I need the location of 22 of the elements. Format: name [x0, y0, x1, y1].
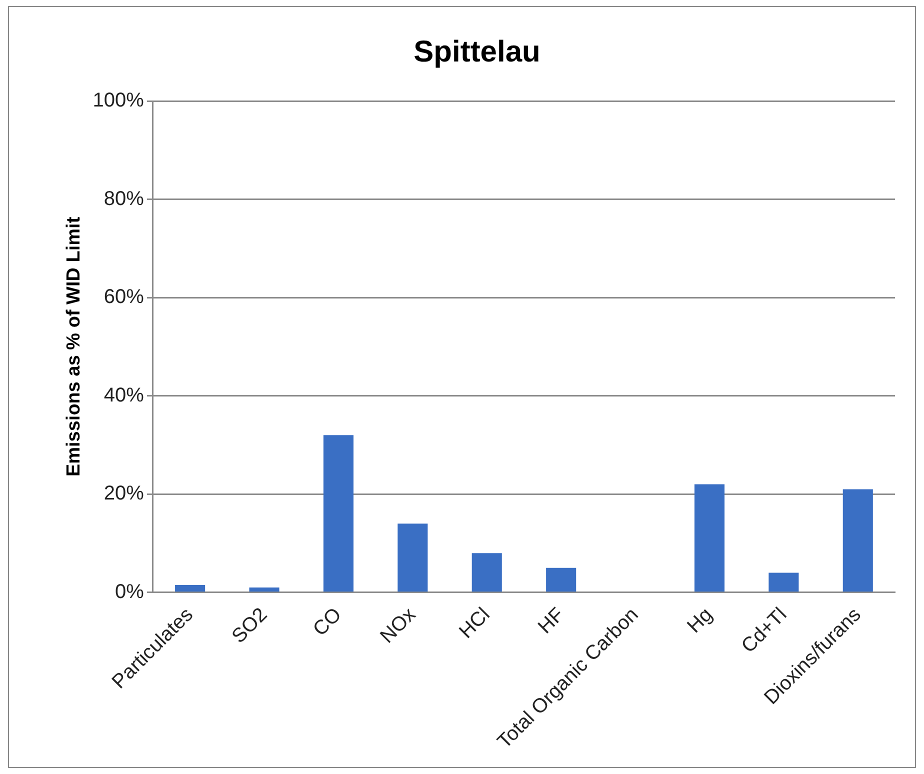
bar — [249, 587, 280, 592]
bar — [323, 435, 354, 592]
y-axis-title: Emissions as % of WID Limit — [64, 216, 85, 477]
x-tick-label: Hg — [683, 604, 717, 638]
x-tick-label: HF — [534, 604, 569, 638]
bar — [546, 568, 576, 592]
y-tick-label: 40% — [104, 384, 144, 406]
bar — [768, 572, 799, 592]
y-tick-label: 0% — [115, 580, 144, 603]
chart-title: Spittelau — [414, 35, 540, 68]
bar — [472, 553, 502, 592]
bar — [842, 489, 873, 592]
bar — [398, 524, 428, 592]
x-tick-label: SO2 — [228, 604, 272, 648]
y-tick-label: 20% — [104, 482, 144, 505]
bar — [175, 585, 206, 592]
y-tick-label: 60% — [104, 286, 144, 308]
y-tick-label: 100% — [92, 90, 144, 112]
y-tick-label: 80% — [104, 188, 144, 210]
x-tick-label: HCl — [455, 604, 494, 643]
bar — [694, 484, 725, 592]
x-tick-label: CO — [309, 604, 346, 641]
